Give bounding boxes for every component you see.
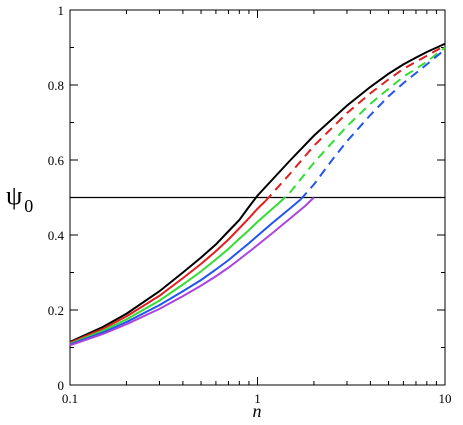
x-tick-label: 1 (254, 391, 261, 406)
axis-ticks (69, 9, 446, 386)
y-tick-label: 0 (58, 378, 65, 393)
y-tick-label: 0.2 (48, 303, 64, 318)
y-tick-label: 0.8 (48, 78, 64, 93)
y-axis-title-subscript: 0 (24, 196, 33, 216)
x-tick-label: 10 (439, 391, 452, 406)
series-3-dashed-line (278, 46, 446, 204)
series-2-dashed-line (264, 44, 446, 202)
series-5-solid-line (69, 196, 315, 347)
x-tick-label: 0.1 (62, 391, 78, 406)
y-axis-title-symbol: ψ (6, 181, 22, 210)
y-tick-label: 1 (58, 3, 65, 18)
series-2-solid-line (69, 200, 266, 344)
x-axis-title: n (253, 401, 262, 421)
series-1-solid-line (69, 42, 446, 343)
tick-labels: 0.1 1 10 0 0.2 0.4 0.6 0.8 1 (48, 3, 452, 406)
series-3-solid-line (69, 202, 280, 345)
y-tick-label: 0.6 (48, 153, 65, 168)
y-tick-label: 0.4 (48, 228, 65, 243)
series-4-solid-line (69, 198, 302, 346)
series-curves (69, 42, 446, 347)
series-4-dashed-line (299, 48, 446, 201)
